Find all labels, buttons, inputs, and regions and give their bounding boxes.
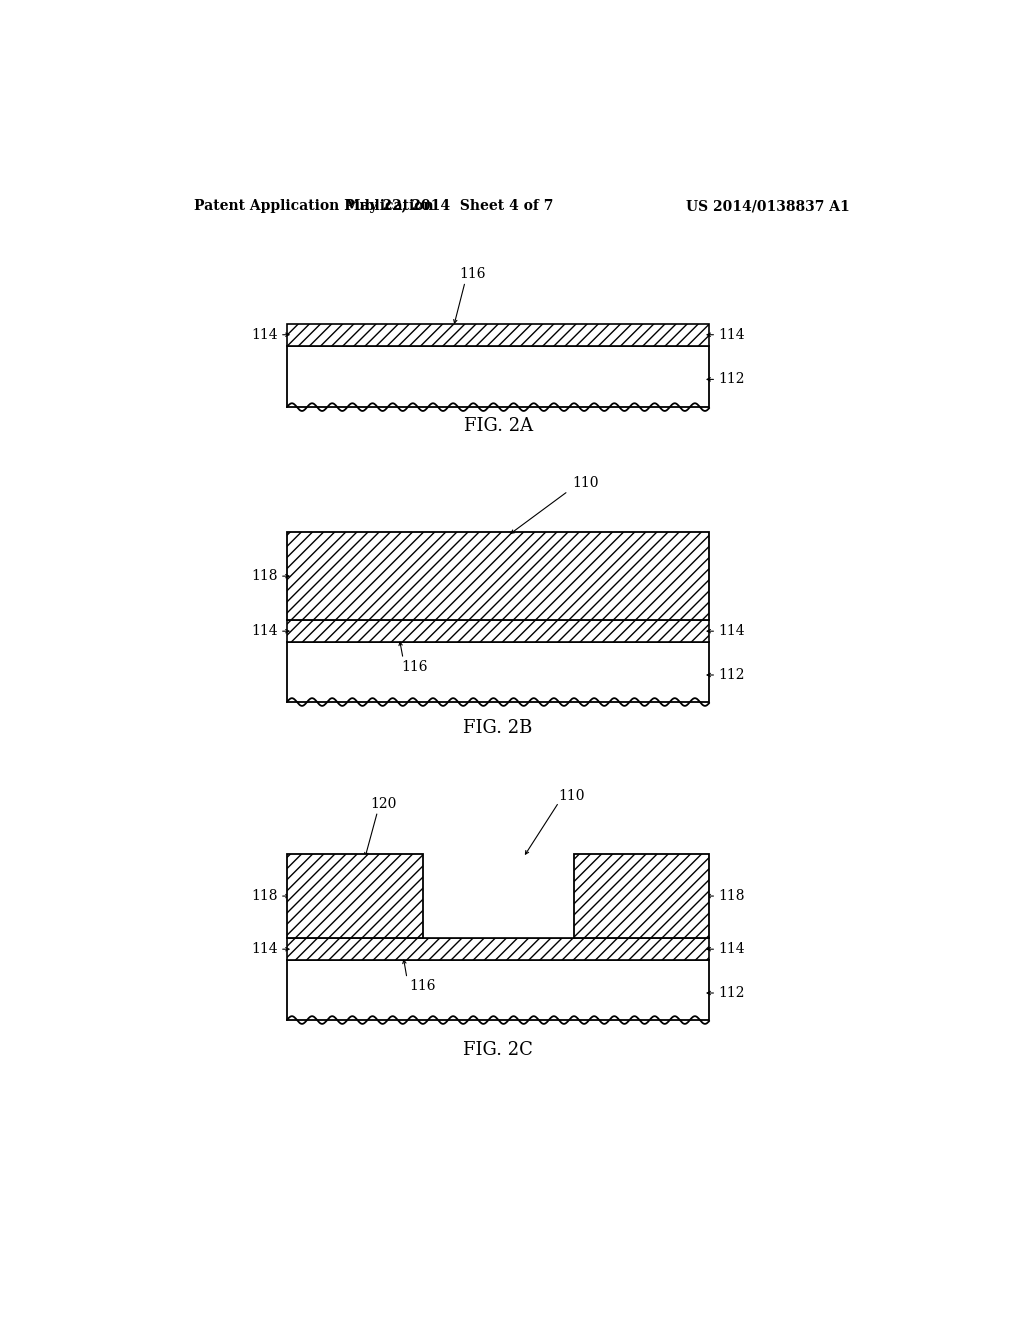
Text: FIG. 2B: FIG. 2B xyxy=(464,719,532,737)
Text: 114: 114 xyxy=(719,327,745,342)
Text: 110: 110 xyxy=(572,477,598,490)
Bar xyxy=(287,532,710,620)
Text: Patent Application Publication: Patent Application Publication xyxy=(194,199,433,213)
Bar xyxy=(423,854,573,939)
Text: 110: 110 xyxy=(558,789,585,803)
Text: 112: 112 xyxy=(719,372,745,387)
Text: 118: 118 xyxy=(251,890,278,903)
Text: 118: 118 xyxy=(251,569,278,583)
Text: US 2014/0138837 A1: US 2014/0138837 A1 xyxy=(686,199,850,213)
Text: 114: 114 xyxy=(251,624,278,638)
Bar xyxy=(287,323,710,346)
Bar xyxy=(287,620,710,642)
Text: 114: 114 xyxy=(719,942,745,956)
Text: 120: 120 xyxy=(371,797,397,810)
Text: May 22, 2014  Sheet 4 of 7: May 22, 2014 Sheet 4 of 7 xyxy=(345,199,554,213)
Text: 116: 116 xyxy=(410,979,436,993)
Bar xyxy=(287,854,423,939)
Text: 114: 114 xyxy=(719,624,745,638)
Bar xyxy=(287,346,710,407)
Text: 114: 114 xyxy=(251,942,278,956)
Text: 112: 112 xyxy=(719,668,745,682)
Text: 114: 114 xyxy=(251,327,278,342)
Text: 116: 116 xyxy=(401,660,428,673)
Bar xyxy=(287,960,710,1020)
Bar xyxy=(287,642,710,702)
Text: 116: 116 xyxy=(460,267,486,281)
Text: 118: 118 xyxy=(719,890,745,903)
Bar xyxy=(287,939,710,960)
Text: 112: 112 xyxy=(719,986,745,1001)
Text: FIG. 2A: FIG. 2A xyxy=(464,417,532,436)
Bar xyxy=(573,854,710,939)
Text: FIG. 2C: FIG. 2C xyxy=(463,1041,534,1059)
